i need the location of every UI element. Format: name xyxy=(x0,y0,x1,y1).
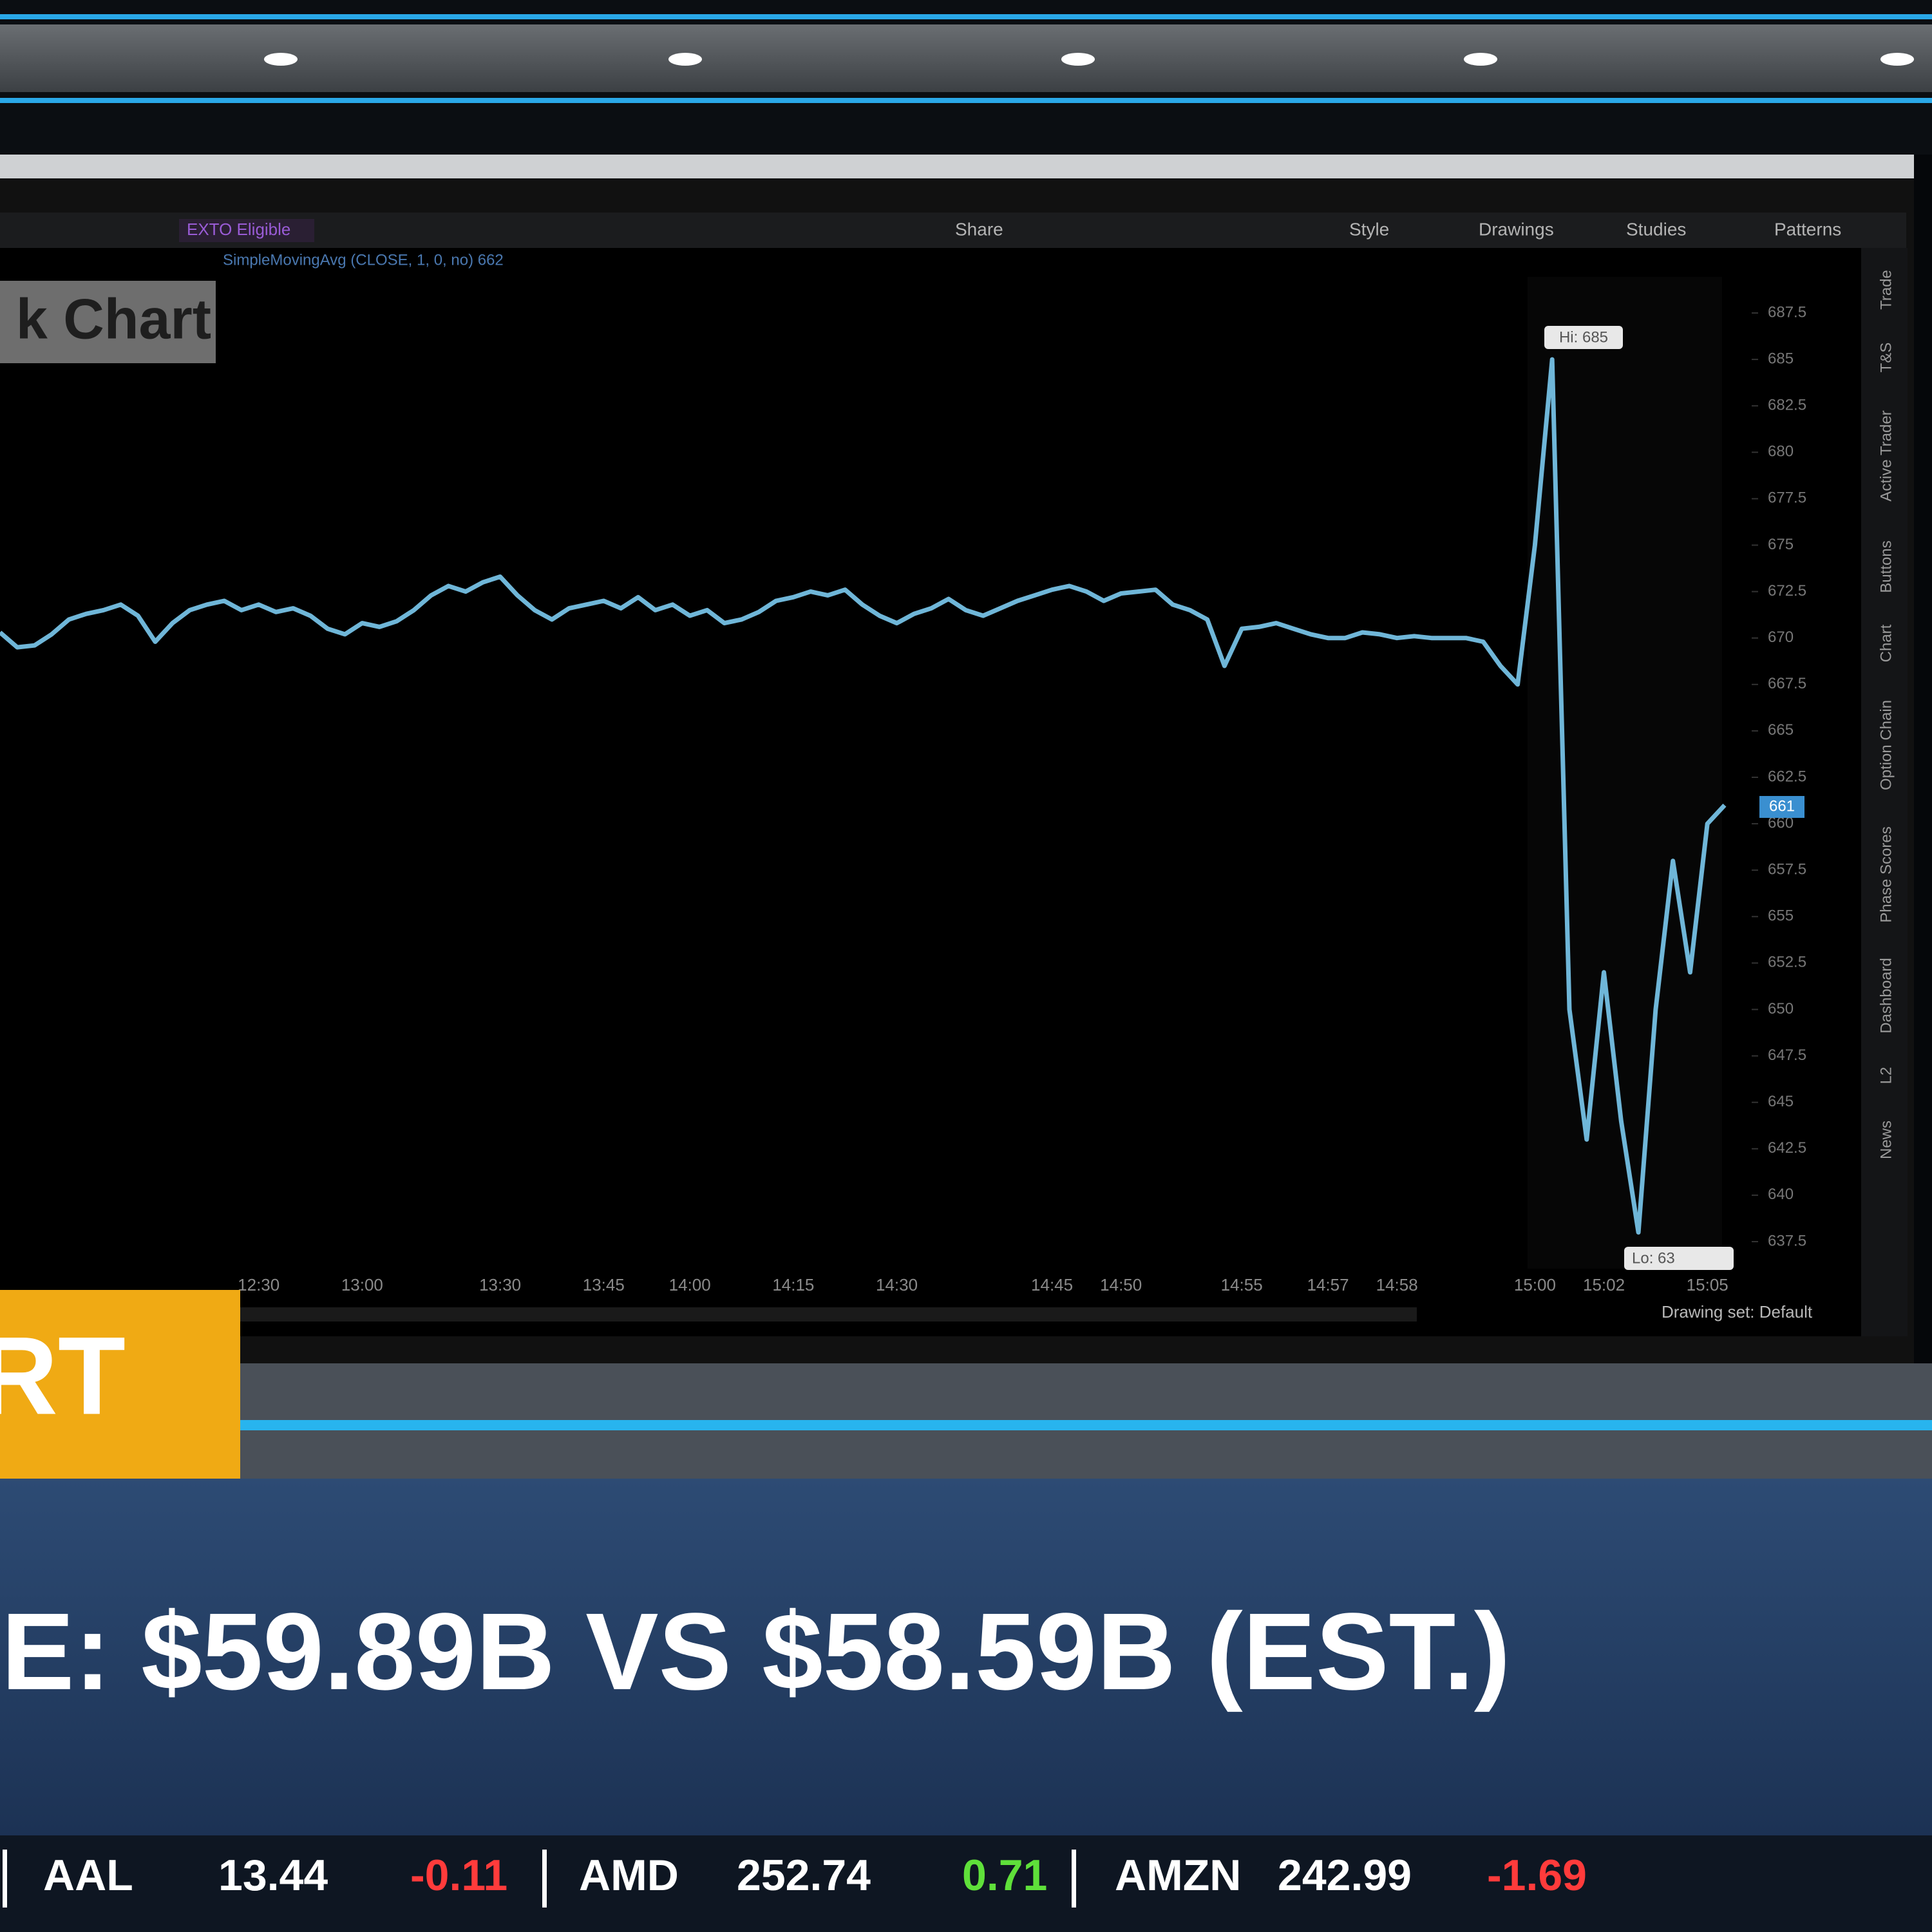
toolbar-button[interactable]: Share xyxy=(955,219,1003,239)
side-tab[interactable]: Active Trader xyxy=(1877,410,1895,501)
ticker-price: 242.99 xyxy=(1278,1851,1412,1900)
ticker-change: -0.11 xyxy=(410,1851,507,1900)
x-tick-label: 14:55 xyxy=(1221,1275,1263,1294)
y-tick-label: 672.5 xyxy=(1768,582,1806,600)
y-tick-label: 680 xyxy=(1768,443,1794,460)
side-tab[interactable]: L2 xyxy=(1877,1067,1895,1084)
x-tick-label: 15:05 xyxy=(1687,1275,1728,1294)
last-price: 661 xyxy=(1769,797,1795,815)
lower-third xyxy=(0,1479,1932,1835)
ticker-symbol: AMZN xyxy=(1115,1851,1241,1900)
x-tick-label: 14:45 xyxy=(1031,1275,1073,1294)
y-tick-label: 670 xyxy=(1768,629,1794,646)
side-tab[interactable]: Option Chain xyxy=(1877,700,1895,790)
x-tick-label: 12:30 xyxy=(238,1275,279,1294)
title-bar xyxy=(0,155,1914,178)
scrollbar xyxy=(0,1307,1417,1321)
low-label-bg xyxy=(1624,1247,1734,1270)
y-tick-label: 685 xyxy=(1768,350,1794,367)
side-tab-column xyxy=(1861,248,1908,1336)
y-tick-label: 652.5 xyxy=(1768,954,1806,971)
toolbar-button[interactable]: Studies xyxy=(1626,219,1686,239)
ticker-price: 13.44 xyxy=(218,1851,328,1900)
toolbar-button[interactable]: Patterns xyxy=(1774,219,1841,239)
side-tab[interactable]: Trade xyxy=(1877,270,1895,310)
toolbar-button[interactable]: Drawings xyxy=(1479,219,1554,239)
ticker-symbol: AAL xyxy=(43,1851,133,1900)
ticker-divider xyxy=(1072,1850,1076,1908)
x-tick-label: 14:00 xyxy=(669,1275,711,1294)
y-tick-label: 650 xyxy=(1768,1000,1794,1018)
side-tab[interactable]: T&S xyxy=(1877,343,1895,373)
toolbar-button[interactable]: Style xyxy=(1349,219,1389,239)
ticker: AAL 13.44 -0.11 AMD 252.74 0.71 AMZN 242.99 -1.6… xyxy=(3,1850,1587,1908)
y-tick-label: 677.5 xyxy=(1768,489,1806,507)
y-tick-label: 645 xyxy=(1768,1093,1794,1110)
ticker-bar xyxy=(0,1835,1932,1932)
side-tabs: Trade T&S Active Trader Buttons Chart Option … xyxy=(1877,270,1895,1159)
ticker-symbol: AMD xyxy=(579,1851,679,1900)
y-tick-label: 662.5 xyxy=(1768,768,1806,785)
x-tick-label: 14:57 xyxy=(1307,1275,1349,1294)
y-tick-label: 682.5 xyxy=(1768,397,1806,414)
side-tab[interactable]: Chart xyxy=(1877,624,1895,662)
x-tick-label: 13:00 xyxy=(341,1275,383,1294)
low-label: Lo: 63 xyxy=(1632,1249,1675,1267)
y-tick-label: 642.5 xyxy=(1768,1139,1806,1157)
ceiling-lights xyxy=(264,53,1914,66)
x-tick-label: 14:15 xyxy=(772,1275,814,1294)
toolbar xyxy=(0,213,1906,248)
ticker-change: -1.69 xyxy=(1487,1851,1587,1900)
y-tick-label: 640 xyxy=(1768,1186,1794,1203)
ticker-price: 252.74 xyxy=(737,1851,871,1900)
x-tick-label: 14:30 xyxy=(876,1275,918,1294)
study-label: SimpleMovingAvg (CLOSE, 1, 0, no) 662 xyxy=(223,251,504,269)
chart-label: k Chart xyxy=(16,287,211,350)
chart-label-bg xyxy=(0,281,216,363)
badge: EXTO Eligible xyxy=(187,220,290,239)
side-tab[interactable]: Buttons xyxy=(1877,540,1895,592)
x-tick-label: 13:30 xyxy=(479,1275,521,1294)
side-tab[interactable]: Phase Scores xyxy=(1877,826,1895,922)
banner-tag-bg xyxy=(0,1290,240,1479)
light-strip xyxy=(0,98,1932,103)
headline: E: $59.89B VS $58.59B (EST.) xyxy=(1,1591,1510,1713)
high-label-bg xyxy=(1544,326,1623,349)
ticker-divider xyxy=(3,1850,7,1908)
price-line xyxy=(0,357,1727,1235)
side-tab[interactable]: News xyxy=(1877,1121,1895,1159)
side-tab[interactable]: Dashboard xyxy=(1877,958,1895,1033)
y-tick-label: 637.5 xyxy=(1768,1232,1806,1249)
x-tick-label: 13:45 xyxy=(583,1275,625,1294)
expansion-zone xyxy=(1528,277,1722,1269)
toolbar-buttons: Share Style Drawings Studies Patterns xyxy=(955,219,1841,239)
y-tick-label: 655 xyxy=(1768,907,1794,925)
banner-tag: RT xyxy=(0,1314,126,1437)
chart: 637.5640642.5645647.5650652.5655657.5660… xyxy=(0,303,1806,1294)
y-tick-label: 667.5 xyxy=(1768,675,1806,692)
badge-bg xyxy=(179,219,314,242)
x-tick-label: 15:02 xyxy=(1583,1275,1625,1294)
x-tick-label: 15:00 xyxy=(1514,1275,1556,1294)
ticker-change: 0.71 xyxy=(962,1851,1047,1900)
drawing-set[interactable]: Drawing set: Default xyxy=(1662,1302,1813,1321)
y-tick-label: 647.5 xyxy=(1768,1046,1806,1064)
y-tick-label: 657.5 xyxy=(1768,861,1806,878)
x-tick-label: 14:50 xyxy=(1100,1275,1142,1294)
ticker-divider xyxy=(542,1850,547,1908)
last-price-bg xyxy=(1759,796,1804,818)
light-strip xyxy=(0,14,1932,19)
light-strip xyxy=(0,1420,1932,1430)
y-tick-label: 687.5 xyxy=(1768,303,1806,321)
y-tick-label: 665 xyxy=(1768,721,1794,739)
ceiling-band xyxy=(0,24,1932,92)
high-label: Hi: 685 xyxy=(1559,328,1608,346)
x-tick-label: 14:58 xyxy=(1376,1275,1418,1294)
y-tick-label: 675 xyxy=(1768,536,1794,553)
